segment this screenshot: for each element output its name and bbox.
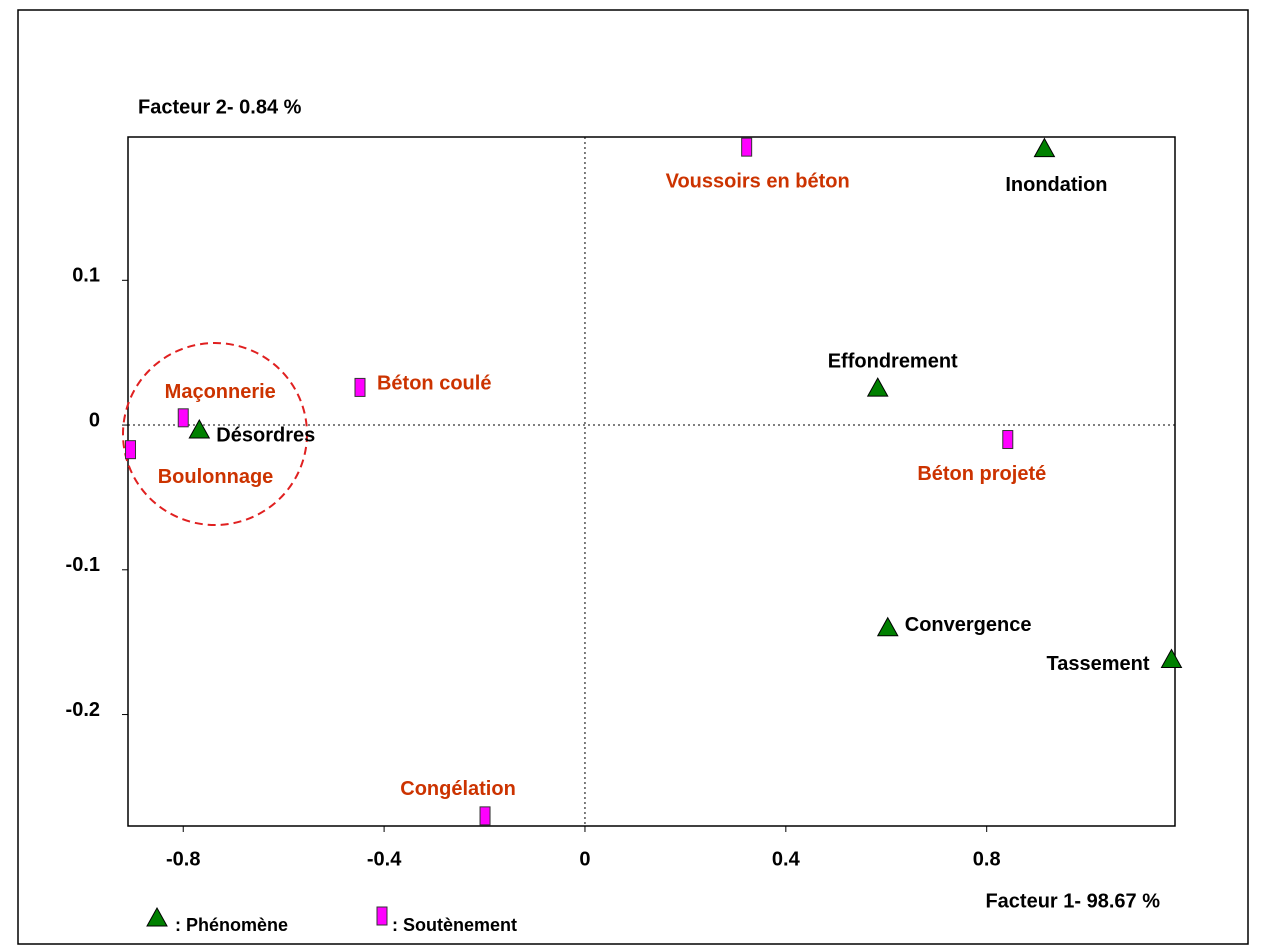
- x-tick-label: 0.8: [973, 848, 1001, 870]
- x-axis-title: Facteur 1- 98.67 %: [985, 890, 1160, 912]
- triangle-marker: [146, 906, 168, 927]
- rect-marker: [376, 906, 388, 926]
- x-tick-label: 0.4: [772, 848, 801, 870]
- rect-marker: [741, 137, 753, 157]
- triangle-marker: [1160, 648, 1183, 669]
- point-label: Voussoirs en béton: [666, 170, 850, 192]
- y-tick-label: -0.1: [66, 554, 100, 576]
- rect-marker: [354, 377, 366, 397]
- point-label: Tassement: [1046, 653, 1149, 675]
- y-tick-label: -0.2: [66, 699, 100, 721]
- rect-marker: [125, 440, 137, 460]
- y-axis-title: Facteur 2- 0.84 %: [138, 96, 302, 118]
- point-label: Désordres: [216, 424, 315, 446]
- point-label: Inondation: [1005, 174, 1107, 196]
- y-tick-label: 0.1: [72, 265, 100, 287]
- point-label: Béton projeté: [917, 463, 1046, 485]
- frame: [17, 9, 1249, 945]
- rect-marker: [479, 806, 491, 826]
- point-label: Congélation: [400, 778, 516, 800]
- point-label: Boulonnage: [158, 466, 274, 488]
- x-tick-label: -0.4: [367, 848, 402, 870]
- triangle-marker: [1033, 137, 1056, 158]
- y-tick-label: 0: [89, 409, 100, 431]
- legend-label: : Phénomène: [175, 915, 288, 935]
- plot-area: [127, 136, 1176, 827]
- x-tick-label: 0: [579, 848, 590, 870]
- point-label: Maçonnerie: [165, 381, 276, 403]
- point-label: Effondrement: [828, 350, 958, 372]
- legend-label: : Soutènement: [392, 915, 517, 935]
- point-label: Convergence: [905, 614, 1032, 636]
- triangle-marker: [866, 377, 889, 397]
- highlight-circle: [122, 342, 308, 526]
- triangle-marker: [876, 616, 899, 637]
- x-tick-label: -0.8: [166, 848, 200, 870]
- triangle-marker: [188, 418, 211, 439]
- point-label: Béton coulé: [377, 373, 491, 395]
- rect-marker: [1002, 430, 1014, 450]
- rect-marker: [177, 408, 189, 428]
